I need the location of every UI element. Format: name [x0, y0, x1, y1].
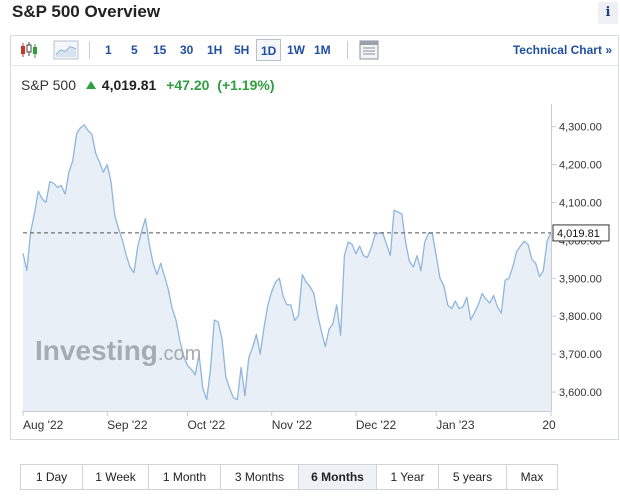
chart-panel: S&P 500 4,019.81 +47.20 (+1.19%) Investi… [10, 65, 619, 440]
price-line [22, 124, 552, 401]
chart-toolbar: 1 5 15 30 1H 5H 1D 1W 1M Technical Chart… [10, 35, 619, 65]
toolbar-separator [89, 41, 90, 59]
y-tick-label: 3,900.00 [559, 273, 602, 285]
interval-15[interactable]: 15 [153, 43, 167, 57]
range-3-months[interactable]: 3 Months [221, 465, 299, 489]
x-tick-label: Oct '22 [188, 418, 226, 432]
last-price-label: 4,019.81 [557, 228, 600, 240]
range-1-year[interactable]: 1 Year [377, 465, 439, 489]
y-tick-label: 4,300.00 [559, 122, 602, 134]
range-1-month[interactable]: 1 Month [149, 465, 221, 489]
price-area [23, 124, 551, 412]
interval-1[interactable]: 1 [105, 43, 112, 57]
interval-1h[interactable]: 1H [207, 43, 223, 57]
interval-1w[interactable]: 1W [287, 43, 305, 57]
table-icon[interactable] [357, 40, 383, 60]
interval-5h[interactable]: 5H [234, 43, 250, 57]
x-tick-label: Jan '23 [436, 418, 475, 432]
index-change-percent: (+1.19%) [217, 77, 275, 93]
y-tick-label: 4,100.00 [559, 198, 602, 210]
interval-30[interactable]: 30 [180, 43, 194, 57]
x-tick-label: Nov '22 [272, 418, 313, 432]
range-1-day[interactable]: 1 Day [21, 465, 83, 489]
range-selector: 1 Day 1 Week 1 Month 3 Months 6 Months 1… [20, 464, 558, 490]
up-arrow-icon [85, 81, 96, 89]
y-tick-label: 3,600.00 [559, 387, 602, 399]
candlestick-icon[interactable] [17, 40, 43, 60]
index-price: 4,019.81 [101, 77, 157, 93]
index-name: S&P 500 [21, 77, 77, 93]
x-tick-label: 20 [542, 418, 556, 432]
technical-chart-link[interactable]: Technical Chart » [513, 39, 612, 61]
index-change: +47.20 [166, 77, 210, 93]
range-6-months[interactable]: 6 Months [299, 465, 377, 489]
last-price-box [552, 224, 610, 242]
toolbar-separator [347, 41, 348, 59]
range-1-week[interactable]: 1 Week [83, 465, 149, 489]
y-tick-label: 3,800.00 [559, 311, 602, 323]
x-tick-label: Sep '22 [107, 418, 148, 432]
interval-1m[interactable]: 1M [314, 43, 331, 57]
price-chart[interactable]: Investing.com 4,300.00 4,200.00 4,100.00 4,0… [11, 66, 618, 439]
interval-1d[interactable]: 1D [256, 39, 282, 61]
quote-line: S&P 500 4,019.81 +47.20 (+1.19%) [21, 77, 275, 93]
interval-5[interactable]: 5 [131, 43, 138, 57]
technical-chart-label: Technical Chart [512, 43, 602, 57]
info-icon[interactable]: i [598, 2, 618, 24]
y-tick-label: 4,200.00 [559, 160, 602, 172]
range-max[interactable]: Max [520, 470, 544, 484]
double-chevron-right-icon: » [605, 43, 612, 57]
y-tick-label: 3,700.00 [559, 349, 602, 361]
area-chart-icon[interactable] [53, 40, 79, 60]
investing-watermark-logo: Investing.com [35, 335, 201, 366]
range-5-years[interactable]: 5 years [439, 465, 507, 489]
page-title: S&P 500 Overview [12, 2, 161, 21]
x-tick-label: Dec '22 [356, 418, 397, 432]
x-tick-label: Aug '22 [23, 418, 64, 432]
